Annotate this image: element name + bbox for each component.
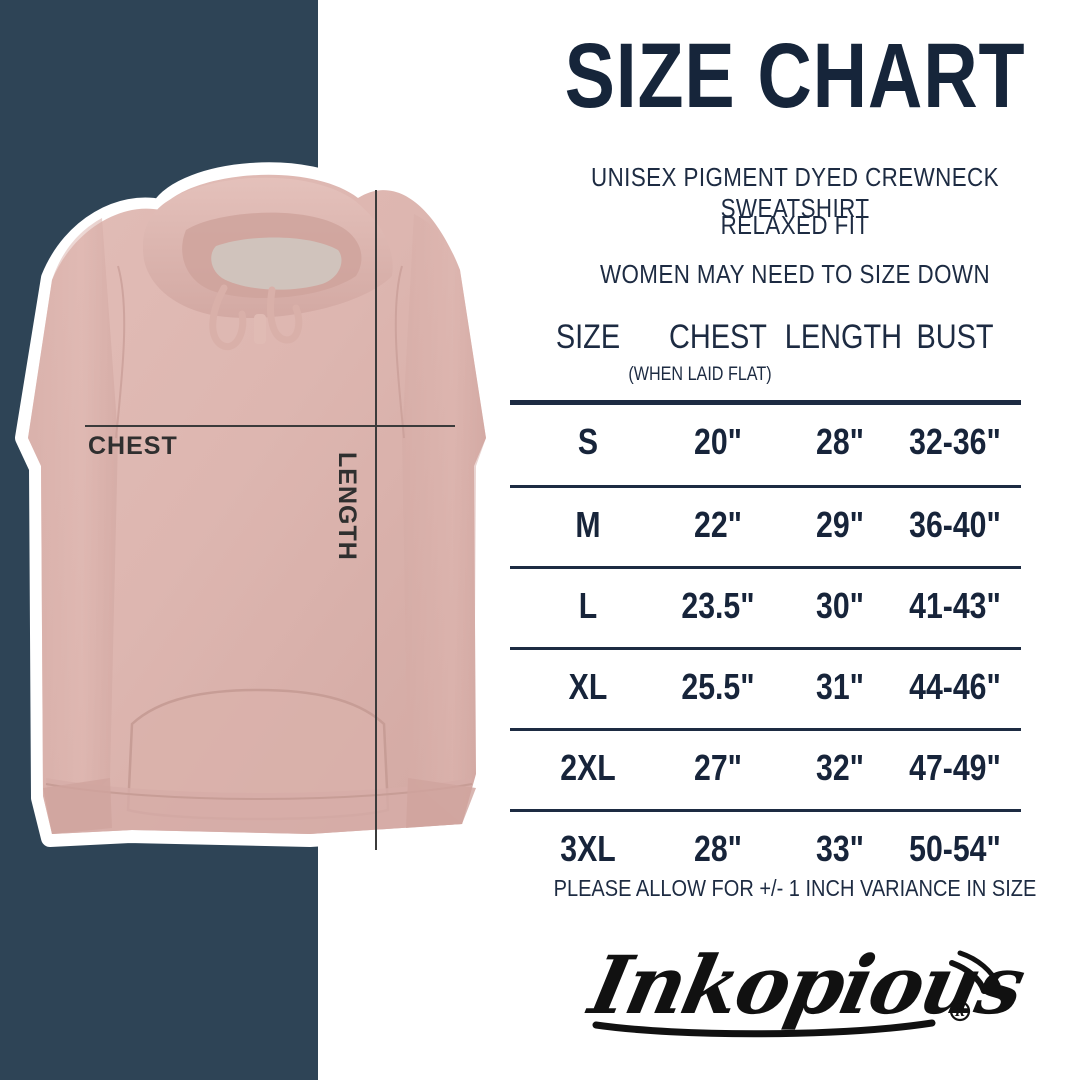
length-measurement-label: LENGTH: [333, 452, 361, 561]
cell-length: 30": [816, 585, 864, 626]
cell-chest: 23.5": [681, 585, 755, 626]
product-photo-panel: CHEST LENGTH: [0, 0, 510, 1080]
svg-text:Inkopious: Inkopious: [580, 939, 1030, 1033]
table-row: 2XL 27" 32" 47-49": [510, 731, 1021, 811]
cell-length: 31": [816, 666, 864, 707]
cell-chest: 20": [694, 421, 742, 462]
left-cuff: [43, 778, 112, 834]
product-subtitle: UNISEX PIGMENT DYED CREWNECK SWEATSHIRT: [591, 162, 999, 223]
cell-chest: 22": [694, 504, 742, 545]
size-chart-panel: SIZE CHART UNISEX PIGMENT DYED CREWNECK …: [510, 0, 1080, 1080]
column-header-size: SIZE: [555, 318, 621, 356]
table-header-rule: [510, 400, 1021, 405]
cell-length: 32": [816, 747, 864, 788]
cell-size: XL: [568, 666, 608, 707]
table-row: M 22" 29" 36-40": [510, 488, 1021, 568]
chest-measurement-line: [85, 425, 455, 427]
table-row-divider: [510, 566, 1021, 569]
kangaroo-pocket: [128, 690, 388, 819]
hoodie-right-sleeve: [402, 214, 486, 824]
fit-subtitle: RELAXED FIT: [720, 210, 870, 240]
cell-size: S: [577, 421, 599, 462]
cell-bust: 47-49": [909, 747, 1001, 788]
hoodie-left-sleeve: [28, 218, 118, 834]
registered-trademark-mark: R: [949, 1000, 971, 1022]
cell-chest: 28": [694, 828, 742, 869]
cell-length: 29": [816, 504, 864, 545]
table-row: 3XL 28" 33" 50-54": [510, 812, 1021, 892]
cell-bust: 41-43": [909, 585, 1001, 626]
table-row: XL 25.5" 31" 44-46": [510, 650, 1021, 730]
hood-drawstrings: [209, 284, 303, 350]
cell-chest: 27": [694, 747, 742, 788]
table-row: S 20" 28" 32-36": [510, 405, 1021, 485]
table-row-divider: [510, 809, 1021, 812]
table-row-divider: [510, 728, 1021, 731]
chest-measurement-label: CHEST: [88, 432, 178, 460]
right-cuff: [406, 778, 476, 828]
table-row: L 23.5" 30" 41-43": [510, 569, 1021, 649]
inkopious-brand-logo: Inkopious R: [560, 925, 1030, 1045]
size-table: SIZE CHEST LENGTH BUST (WHEN LAID FLAT) …: [510, 318, 1080, 869]
cell-length: 28": [816, 421, 864, 462]
table-header-row: SIZE CHEST LENGTH BUST (WHEN LAID FLAT): [510, 318, 1080, 385]
sizing-advice-subtitle: WOMEN MAY NEED TO SIZE DOWN: [599, 259, 991, 289]
cell-size: 2XL: [560, 747, 616, 788]
length-measurement-line: [375, 190, 377, 850]
cell-size: L: [578, 585, 598, 626]
cell-bust: 44-46": [909, 666, 1001, 707]
column-header-chest: CHEST: [669, 318, 767, 356]
column-header-bust: BUST: [916, 318, 994, 356]
column-header-note: (WHEN LAID FLAT): [628, 364, 772, 385]
cell-size: M: [575, 504, 601, 545]
cell-bust: 32-36": [909, 421, 1001, 462]
drawstring-aglet: [254, 314, 266, 344]
hoodie-hem: [46, 778, 472, 834]
brush-flick: [949, 960, 987, 994]
cell-size: 3XL: [560, 828, 616, 869]
hood-lining: [211, 237, 342, 290]
hoodie-body: [28, 174, 486, 835]
brand-wordmark: Inkopious: [580, 939, 1030, 1038]
cell-bust: 50-54": [909, 828, 1001, 869]
variance-note: PLEASE ALLOW FOR +/- 1 INCH VARIANCE IN …: [553, 875, 1037, 901]
table-row-divider: [510, 647, 1021, 650]
column-header-length: LENGTH: [784, 318, 902, 356]
brush-underline: [592, 1019, 936, 1038]
svg-text:R: R: [954, 1005, 965, 1019]
page-title: SIZE CHART: [564, 25, 1026, 127]
cell-chest: 25.5": [681, 666, 755, 707]
cell-length: 33": [816, 828, 864, 869]
hoodie-product-photo: [10, 138, 505, 868]
cell-bust: 36-40": [909, 504, 1001, 545]
table-row-divider: [510, 485, 1021, 488]
